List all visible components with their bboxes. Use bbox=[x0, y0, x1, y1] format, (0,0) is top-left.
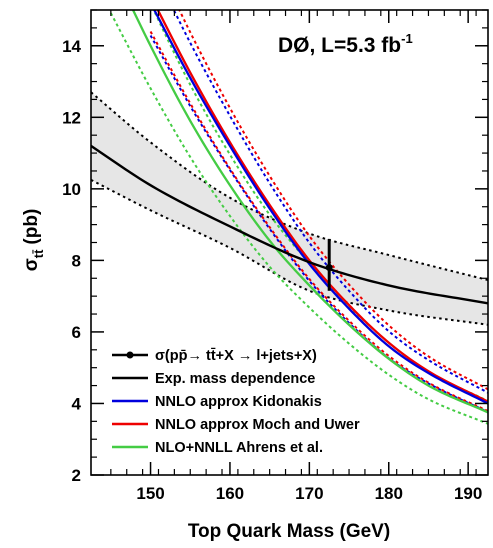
x-tick-label: 150 bbox=[136, 484, 164, 503]
legend-label: NNLO approx Kidonakis bbox=[155, 394, 322, 410]
x-axis-label: Top Quark Mass (GeV) bbox=[188, 521, 390, 542]
y-tick-label: 6 bbox=[72, 323, 81, 342]
series-moch-uwer-line bbox=[156, 10, 488, 403]
legend: σ(pp̄→ tt̄+X → l+jets+X) Exp. mass depend… bbox=[112, 347, 360, 456]
legend-entry-measurement: σ(pp̄→ tt̄+X → l+jets+X) bbox=[112, 347, 317, 364]
y-tick-label: 14 bbox=[62, 37, 81, 56]
x-tick-label: 170 bbox=[295, 484, 323, 503]
y-tick-label: 10 bbox=[62, 180, 81, 199]
x-tick-label: 190 bbox=[454, 484, 482, 503]
x-tick-label: 180 bbox=[375, 484, 403, 503]
x-tick-label: 160 bbox=[216, 484, 244, 503]
y-axis-label-subscript: tt̄ bbox=[31, 249, 46, 258]
legend-label: NNLO approx Moch and Uwer bbox=[155, 417, 360, 433]
legend-marker bbox=[126, 351, 134, 359]
exp-mass-band-upper bbox=[91, 91, 488, 282]
series-kidonakis-line bbox=[153, 10, 488, 405]
y-tick-label: 2 bbox=[72, 466, 81, 485]
series-moch-uwer-lower bbox=[149, 31, 488, 412]
y-tick-label: 8 bbox=[72, 251, 81, 270]
series-ahrens-line bbox=[131, 10, 488, 414]
series-ahrens-upper bbox=[152, 10, 488, 402]
chart-title: DØ, L=5.3 fb-1 bbox=[278, 31, 413, 57]
legend-entry-exp-mass: Exp. mass dependence bbox=[112, 371, 315, 387]
legend-entry-ahrens: NLO+NNLL Ahrens et al. bbox=[112, 440, 323, 456]
exp-mass-band bbox=[91, 92, 488, 325]
legend-label: NLO+NNLL Ahrens et al. bbox=[155, 440, 323, 456]
exp-mass-band-lower bbox=[91, 179, 488, 326]
legend-label: σ(pp̄→ tt̄+X → l+jets+X) bbox=[155, 347, 317, 364]
series-moch-uwer-upper bbox=[178, 10, 488, 391]
measurement-point bbox=[325, 264, 333, 272]
y-tick-label: 4 bbox=[72, 394, 82, 413]
plot-area bbox=[91, 10, 488, 425]
series-kidonakis-upper bbox=[172, 10, 488, 394]
y-axis-label-unit: (pb) bbox=[21, 209, 42, 245]
y-axis-label: σtt̄(pb) bbox=[21, 209, 46, 272]
y-tick-label: 12 bbox=[62, 108, 81, 127]
series-ahrens-lower bbox=[109, 12, 488, 425]
legend-entry-kidonakis: NNLO approx Kidonakis bbox=[112, 394, 322, 410]
axis-ticks: 150 160 170 180 190 2 4 6 8 10 12 14 bbox=[62, 9, 488, 503]
series-exp-mass-line bbox=[91, 144, 488, 305]
series-kidonakis-lower bbox=[149, 34, 488, 413]
legend-label: Exp. mass dependence bbox=[155, 371, 315, 387]
chart-title-superscript: -1 bbox=[401, 31, 413, 46]
legend-entry-moch-uwer: NNLO approx Moch and Uwer bbox=[112, 417, 360, 433]
